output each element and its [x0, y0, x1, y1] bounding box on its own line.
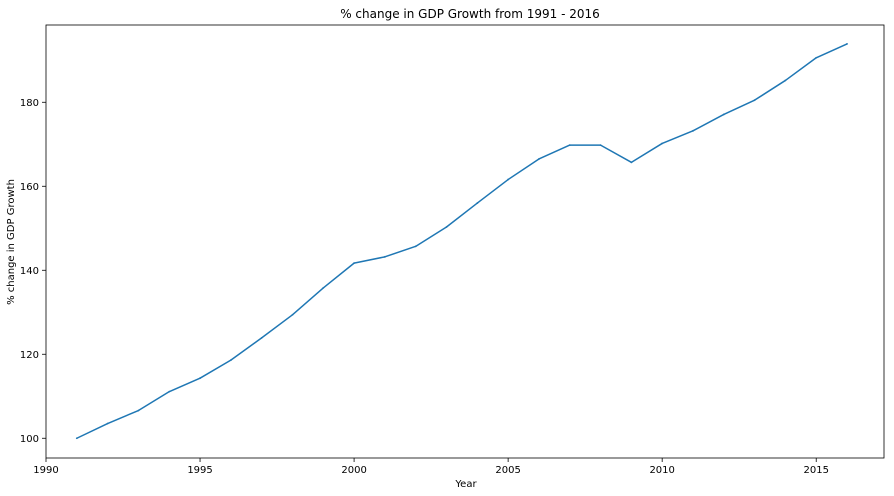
data-point: [322, 287, 325, 289]
x-tick-label: 2015: [803, 465, 828, 476]
x-tick-label: 1995: [187, 465, 212, 476]
data-point: [507, 178, 510, 181]
data-point: [353, 262, 355, 265]
data-point: [260, 336, 263, 339]
data-point: [846, 42, 848, 45]
data-point: [137, 409, 140, 412]
x-tick-label: 2000: [341, 465, 366, 476]
data-point: [815, 56, 818, 59]
data-point: [599, 144, 602, 147]
y-axis-label: % change in GDP Growth: [6, 179, 17, 305]
y-tick-label: 100: [20, 434, 39, 445]
data-point: [661, 142, 664, 145]
chart-title: % change in GDP Growth from 1991 - 2016: [340, 7, 600, 21]
y-tick-label: 140: [20, 266, 39, 277]
data-point: [75, 437, 78, 440]
data-point: [291, 313, 294, 316]
data-point: [445, 226, 448, 228]
data-point: [229, 359, 232, 362]
x-tick-label: 2005: [495, 465, 520, 476]
data-point: [753, 99, 756, 102]
data-point: [106, 422, 109, 425]
x-tick-label: 1990: [33, 465, 58, 476]
plot-area: 1990 1995 2000 2005 2010 2015 100 120 140 160 180: [20, 24, 885, 476]
data-point: [630, 161, 633, 164]
plot-frame: [45, 24, 885, 459]
x-axis-label: Year: [454, 479, 477, 490]
data-point: [476, 202, 479, 204]
y-tick-label: 120: [20, 350, 39, 361]
y-tick-label: 180: [20, 98, 39, 109]
data-point: [722, 113, 725, 116]
data-point: [692, 129, 694, 132]
data-point: [784, 79, 787, 82]
data-point: [568, 144, 571, 147]
data-point: [168, 390, 171, 393]
data-point: [414, 245, 417, 248]
series-line-0: [76, 43, 848, 439]
data-point: [538, 158, 540, 160]
data-point: [383, 255, 386, 258]
x-tick-label: 2010: [649, 465, 674, 476]
data-point: [199, 377, 201, 380]
y-tick-label: 160: [20, 182, 39, 193]
